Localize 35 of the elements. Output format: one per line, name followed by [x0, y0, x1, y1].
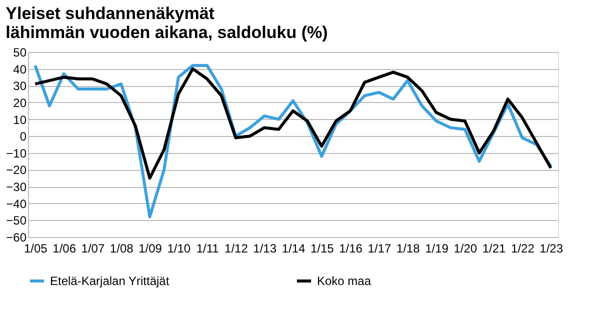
y-tick-label: 30: [13, 79, 27, 94]
x-tick-label: 1/07: [81, 242, 105, 256]
x-tick-label: 1/19: [425, 242, 449, 256]
x-tick-label: 1/17: [368, 242, 392, 256]
y-tick-label: 0: [20, 130, 27, 144]
x-tick-label: 1/06: [52, 242, 76, 256]
x-tick-label: 1/23: [540, 242, 564, 256]
y-tick-label: −40: [6, 196, 27, 211]
legend-label: Koko maa: [317, 274, 372, 288]
y-tick-label: −30: [6, 180, 27, 194]
y-tick-label: −50: [6, 214, 27, 228]
x-tick-label: 1/20: [454, 242, 478, 256]
x-tick-label: 1/15: [310, 242, 334, 256]
x-tick-label: 1/14: [282, 242, 306, 256]
legend-label: Etelä-Karjalan Yrittäjät: [50, 274, 170, 288]
y-tick-label: 40: [13, 62, 27, 76]
x-tick-label: 1/08: [110, 242, 134, 256]
x-tick-label: 1/09: [138, 242, 162, 256]
x-tick-label: 1/22: [511, 242, 535, 256]
x-tick-label: 1/11: [196, 242, 220, 256]
y-tick-label: −20: [6, 163, 27, 178]
y-tick-label: −60: [6, 230, 27, 244]
line-series: [34, 67, 552, 180]
x-tick-label: 1/21: [482, 242, 506, 256]
chart-title: Yleiset suhdannenäkymät lähimmän vuoden aikana, saldoluku (%): [6, 4, 328, 42]
x-tick-label: 1/13: [253, 242, 277, 256]
y-tick-label: 10: [13, 112, 27, 127]
y-tick-label: 50: [13, 46, 27, 60]
x-tick-label: 1/18: [396, 242, 420, 256]
y-tick-label: 20: [13, 96, 27, 110]
x-tick-label: 1/05: [24, 242, 48, 256]
x-tick-label: 1/10: [167, 242, 191, 256]
x-tick-label: 1/12: [224, 242, 248, 256]
x-tick-label: 1/16: [339, 242, 363, 256]
y-tick-label: −10: [6, 146, 27, 160]
